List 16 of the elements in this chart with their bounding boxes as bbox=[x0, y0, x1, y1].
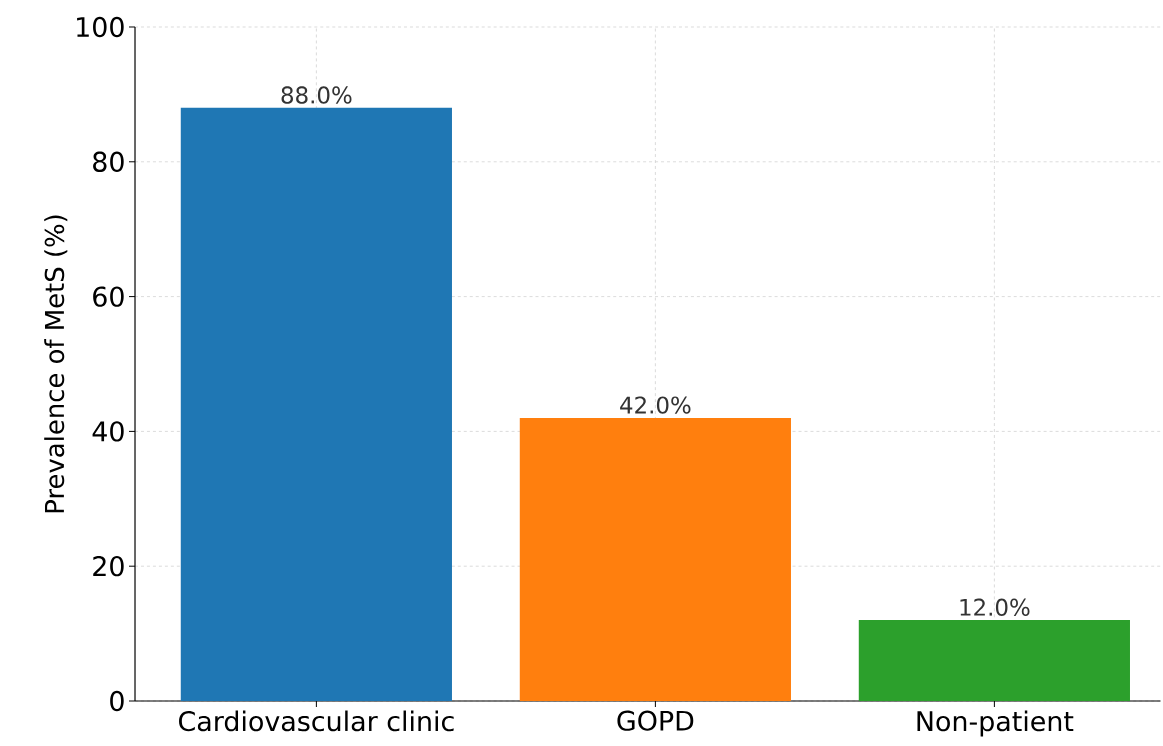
bar bbox=[858, 620, 1130, 701]
x-tick-label: GOPD bbox=[617, 710, 694, 731]
data-label: 42.0% bbox=[620, 396, 691, 414]
data-label: 88.0% bbox=[281, 86, 352, 104]
y-tick-label: 60 bbox=[93, 286, 124, 307]
y-tick-label: 40 bbox=[92, 421, 124, 442]
x-tick-label: Cardiovascular clinic bbox=[179, 710, 454, 732]
bar bbox=[519, 417, 791, 701]
y-axis-title: Prevalence of MetS (%) bbox=[44, 215, 68, 513]
y-tick-label: 0 bbox=[110, 690, 124, 712]
bar bbox=[180, 107, 452, 701]
y-tick-label: 100 bbox=[77, 16, 124, 38]
x-tick-label: Non-patient bbox=[917, 710, 1074, 737]
data-label: 12.0% bbox=[960, 598, 1030, 616]
y-tick-label: 20 bbox=[93, 556, 124, 577]
y-tick-label: 80 bbox=[93, 151, 124, 172]
